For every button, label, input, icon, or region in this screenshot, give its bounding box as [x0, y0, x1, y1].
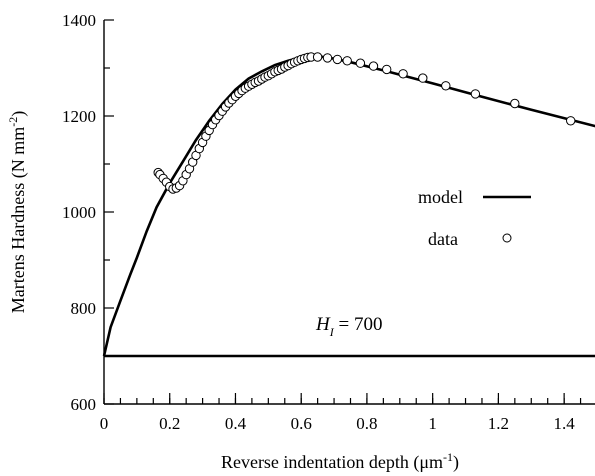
- x-tick-label: 1.4: [554, 414, 576, 433]
- legend-label-data: data: [428, 229, 458, 249]
- x-axis-title: Reverse indentation depth (μm-1): [221, 450, 459, 473]
- x-tick-label: 0.6: [291, 414, 312, 433]
- data-point: [398, 69, 408, 79]
- y-tick-label: 1000: [62, 203, 96, 222]
- data-point: [332, 54, 343, 65]
- y-tick-label: 800: [71, 299, 97, 318]
- legend-label-model: model: [418, 187, 463, 207]
- x-tick-label: 1.2: [488, 414, 509, 433]
- x-tick-label: 1: [428, 414, 437, 433]
- plot-area: 0 0.2 0.4 0.6 0.8 1 1.2 1.4 600 800 1000 1200 1400: [62, 11, 595, 433]
- data-point: [342, 56, 352, 66]
- y-tick-label: 600: [71, 395, 97, 414]
- y-axis-title: Martens Hardness (N mm-2): [6, 111, 29, 313]
- data-point: [418, 73, 428, 83]
- x-tick-label: 0: [100, 414, 109, 433]
- model-series-line: [102, 54, 595, 357]
- legend: model data: [418, 187, 531, 249]
- data-point: [355, 58, 366, 68]
- data-point: [368, 61, 379, 71]
- data-point: [470, 89, 481, 99]
- data-point: [510, 98, 520, 109]
- data-point: [382, 64, 392, 75]
- x-ticks: 0 0.2 0.4 0.6 0.8 1 1.2 1.4: [100, 393, 582, 433]
- data-point: [312, 52, 323, 62]
- x-tick-label: 0.4: [225, 414, 247, 433]
- y-tick-label: 1200: [62, 107, 96, 126]
- data-point: [566, 116, 576, 126]
- x-tick-label: 0.8: [356, 414, 377, 433]
- legend-symbol-data: [502, 233, 512, 243]
- data-series-markers: [153, 52, 576, 194]
- x-tick-label: 0.2: [159, 414, 180, 433]
- data-point: [441, 81, 451, 91]
- y-ticks: 600 800 1000 1200 1400: [62, 11, 114, 414]
- data-point: [322, 53, 333, 63]
- h1-annotation: HI = 700: [315, 314, 382, 339]
- y-tick-label: 1400: [62, 11, 96, 30]
